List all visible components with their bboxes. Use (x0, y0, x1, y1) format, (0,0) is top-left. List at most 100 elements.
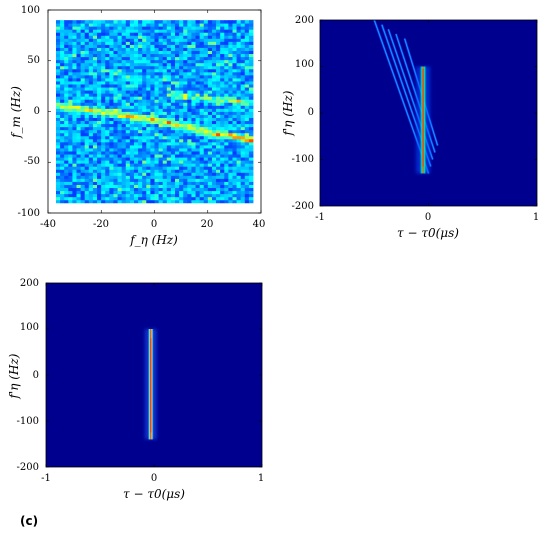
heatmap-cell (191, 108, 196, 112)
heatmap-cell (228, 53, 233, 58)
heatmap-cell (142, 172, 147, 176)
heatmap-cell (199, 105, 205, 109)
heatmap-cell (72, 126, 77, 131)
heatmap-cell (76, 84, 82, 88)
heatmap-cell (183, 102, 188, 106)
heatmap-cell (166, 148, 172, 152)
heatmap-cell (129, 190, 135, 195)
heatmap-cell (170, 178, 176, 182)
heatmap-cell (125, 187, 131, 192)
heatmap-cell (138, 41, 143, 45)
heatmap-cell (236, 129, 242, 134)
heatmap-cell (175, 196, 180, 201)
heatmap-cell (236, 29, 242, 33)
heatmap-cell (138, 78, 143, 82)
heatmap-cell (146, 172, 151, 176)
heatmap-cell (88, 102, 94, 106)
heatmap-cell (109, 78, 114, 82)
heatmap-cell (138, 53, 143, 58)
heatmap-cell (117, 87, 123, 91)
heatmap-cell (60, 68, 65, 73)
heatmap-cell (183, 126, 188, 131)
heatmap-cell (109, 141, 114, 146)
heatmap-cell (55, 120, 61, 125)
heatmap-cell (97, 87, 102, 91)
heatmap-cell (211, 199, 217, 204)
heatmap-cell (109, 44, 114, 48)
heatmap-cell (146, 96, 151, 100)
heatmap-cell (72, 47, 77, 51)
heatmap-cell (113, 50, 118, 55)
heatmap-cell (150, 32, 155, 36)
heatmap-cell (84, 20, 90, 24)
heatmap-cell (187, 154, 192, 158)
heatmap-cell (170, 59, 176, 64)
heatmap-cell (187, 74, 192, 79)
heatmap-cell (170, 50, 176, 55)
heatmap-cell (236, 56, 242, 61)
heatmap-cell (97, 23, 102, 27)
heatmap-cell (55, 50, 61, 55)
heatmap-cell (240, 56, 246, 61)
heatmap-cell (138, 172, 143, 176)
heatmap-cell (183, 181, 188, 185)
heatmap-cell (105, 23, 110, 27)
heatmap-cell (60, 145, 65, 149)
heatmap-cell (92, 154, 98, 158)
heatmap-cell (80, 184, 86, 189)
heatmap-cell (97, 172, 102, 176)
heatmap-cell (216, 29, 221, 33)
heatmap-cell (101, 126, 106, 131)
heatmap-cell (220, 166, 225, 170)
heatmap-cell (64, 181, 69, 185)
heatmap-cell (80, 123, 86, 128)
y-axis-label: f'η (Hz) (281, 90, 295, 136)
heatmap-cell (216, 74, 221, 79)
heatmap-cell (170, 135, 176, 140)
heatmap-cell (154, 62, 159, 67)
heatmap-cell (97, 190, 102, 195)
heatmap-cell (121, 90, 127, 94)
heatmap-cell (150, 53, 155, 58)
heatmap-cell (138, 117, 143, 122)
heatmap-cell (133, 78, 139, 82)
heatmap-cell (129, 193, 135, 198)
heatmap-cell (68, 114, 73, 118)
heatmap-cell (113, 178, 118, 182)
heatmap-cell (162, 87, 168, 91)
heatmap-cell (150, 126, 155, 131)
heatmap-cell (220, 111, 225, 115)
heatmap-cell (179, 74, 184, 79)
heatmap-cell (203, 172, 209, 176)
heatmap-cell (117, 138, 123, 143)
heatmap-cell (162, 47, 168, 51)
heatmap-cell (84, 117, 90, 122)
heatmap-cell (228, 123, 233, 128)
heatmap-cell (101, 96, 106, 100)
heatmap-cell (129, 154, 135, 158)
heatmap-cell (146, 114, 151, 118)
heatmap-cell (113, 56, 118, 61)
heatmap-cell (80, 114, 86, 118)
heatmap-cell (88, 93, 94, 97)
heatmap-cell (117, 145, 123, 149)
heatmap-cell (72, 68, 77, 73)
heatmap-cell (133, 96, 139, 100)
heatmap-cell (117, 32, 123, 36)
heatmap-cell (68, 126, 73, 131)
heatmap-cell (72, 108, 77, 112)
heatmap-cell (248, 38, 254, 42)
heatmap-cell (240, 105, 246, 109)
heatmap-cell (224, 56, 229, 61)
heatmap-cell (68, 50, 73, 55)
heatmap-cell (150, 120, 155, 125)
heatmap-cell (150, 84, 155, 88)
heatmap-cell (244, 157, 250, 161)
heatmap-cell (170, 145, 176, 149)
heatmap-cell (138, 181, 143, 185)
heatmap-cell (220, 123, 225, 128)
heatmap-cell (109, 71, 114, 76)
heatmap-cell (113, 196, 118, 201)
heatmap-cell (154, 196, 159, 201)
heatmap-cell (105, 120, 110, 125)
